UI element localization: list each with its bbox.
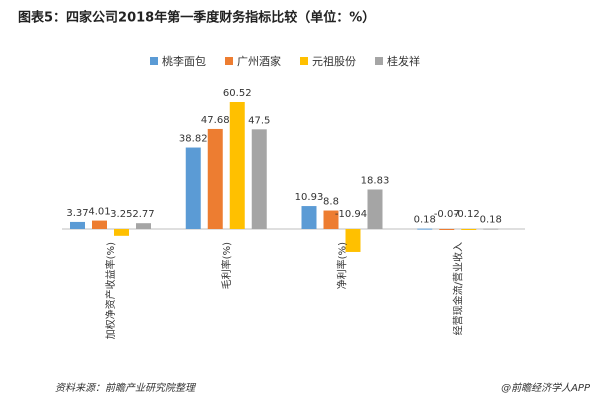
bar	[439, 229, 455, 230]
x-tick-label: 净利率(%)	[336, 242, 349, 289]
bar	[114, 229, 129, 236]
legend-label: 元祖股份	[312, 54, 356, 68]
value-label: 2.77	[132, 209, 154, 220]
legend-swatch	[150, 57, 158, 65]
bar	[367, 189, 383, 229]
bar	[136, 223, 151, 229]
source: 资料来源：前瞻产业研究院整理	[55, 382, 197, 394]
x-tick-label: 毛利率(%)	[220, 242, 233, 289]
value-label: 8.8	[323, 197, 339, 208]
value-label: -0.07	[434, 209, 460, 220]
value-label: 4.01	[88, 207, 110, 218]
bar	[229, 102, 245, 229]
bar	[207, 128, 223, 229]
bar	[461, 229, 477, 230]
bar	[323, 210, 339, 229]
bar	[251, 129, 267, 229]
value-label: 38.82	[179, 134, 208, 145]
bar	[417, 228, 433, 230]
value-label: 47.5	[248, 115, 270, 126]
bar	[92, 220, 107, 229]
value-label: -3.25	[107, 209, 133, 220]
credit: @前瞻经济学人APP	[501, 382, 591, 394]
legend-label: 桂发祥	[387, 54, 420, 68]
value-label: -0.12	[454, 209, 480, 220]
value-label: 3.37	[66, 208, 88, 219]
bar	[483, 228, 499, 230]
x-tick-label: 加权净资产收益率(%)	[104, 242, 117, 339]
x-tick-label: 经营现金流/营业收入	[451, 242, 464, 335]
bar	[345, 229, 361, 252]
bar	[185, 147, 201, 229]
value-label: 0.18	[414, 215, 436, 226]
legend-swatch	[225, 57, 233, 65]
legend-swatch	[375, 57, 383, 65]
legend-label: 桃李面包	[162, 54, 206, 68]
value-label: 60.52	[223, 88, 252, 99]
value-label: -10.94	[335, 209, 367, 220]
bar	[301, 206, 317, 229]
bar	[70, 221, 85, 229]
value-label: 18.83	[361, 175, 390, 186]
value-label: 0.18	[480, 215, 502, 226]
chart-title: 图表5：四家公司2018年第一季度财务指标比较（单位：%）	[18, 10, 375, 26]
legend-label: 广州酒家	[237, 54, 281, 68]
legend-swatch	[300, 57, 308, 65]
value-label: 47.68	[201, 115, 230, 126]
value-label: 10.93	[295, 192, 324, 203]
